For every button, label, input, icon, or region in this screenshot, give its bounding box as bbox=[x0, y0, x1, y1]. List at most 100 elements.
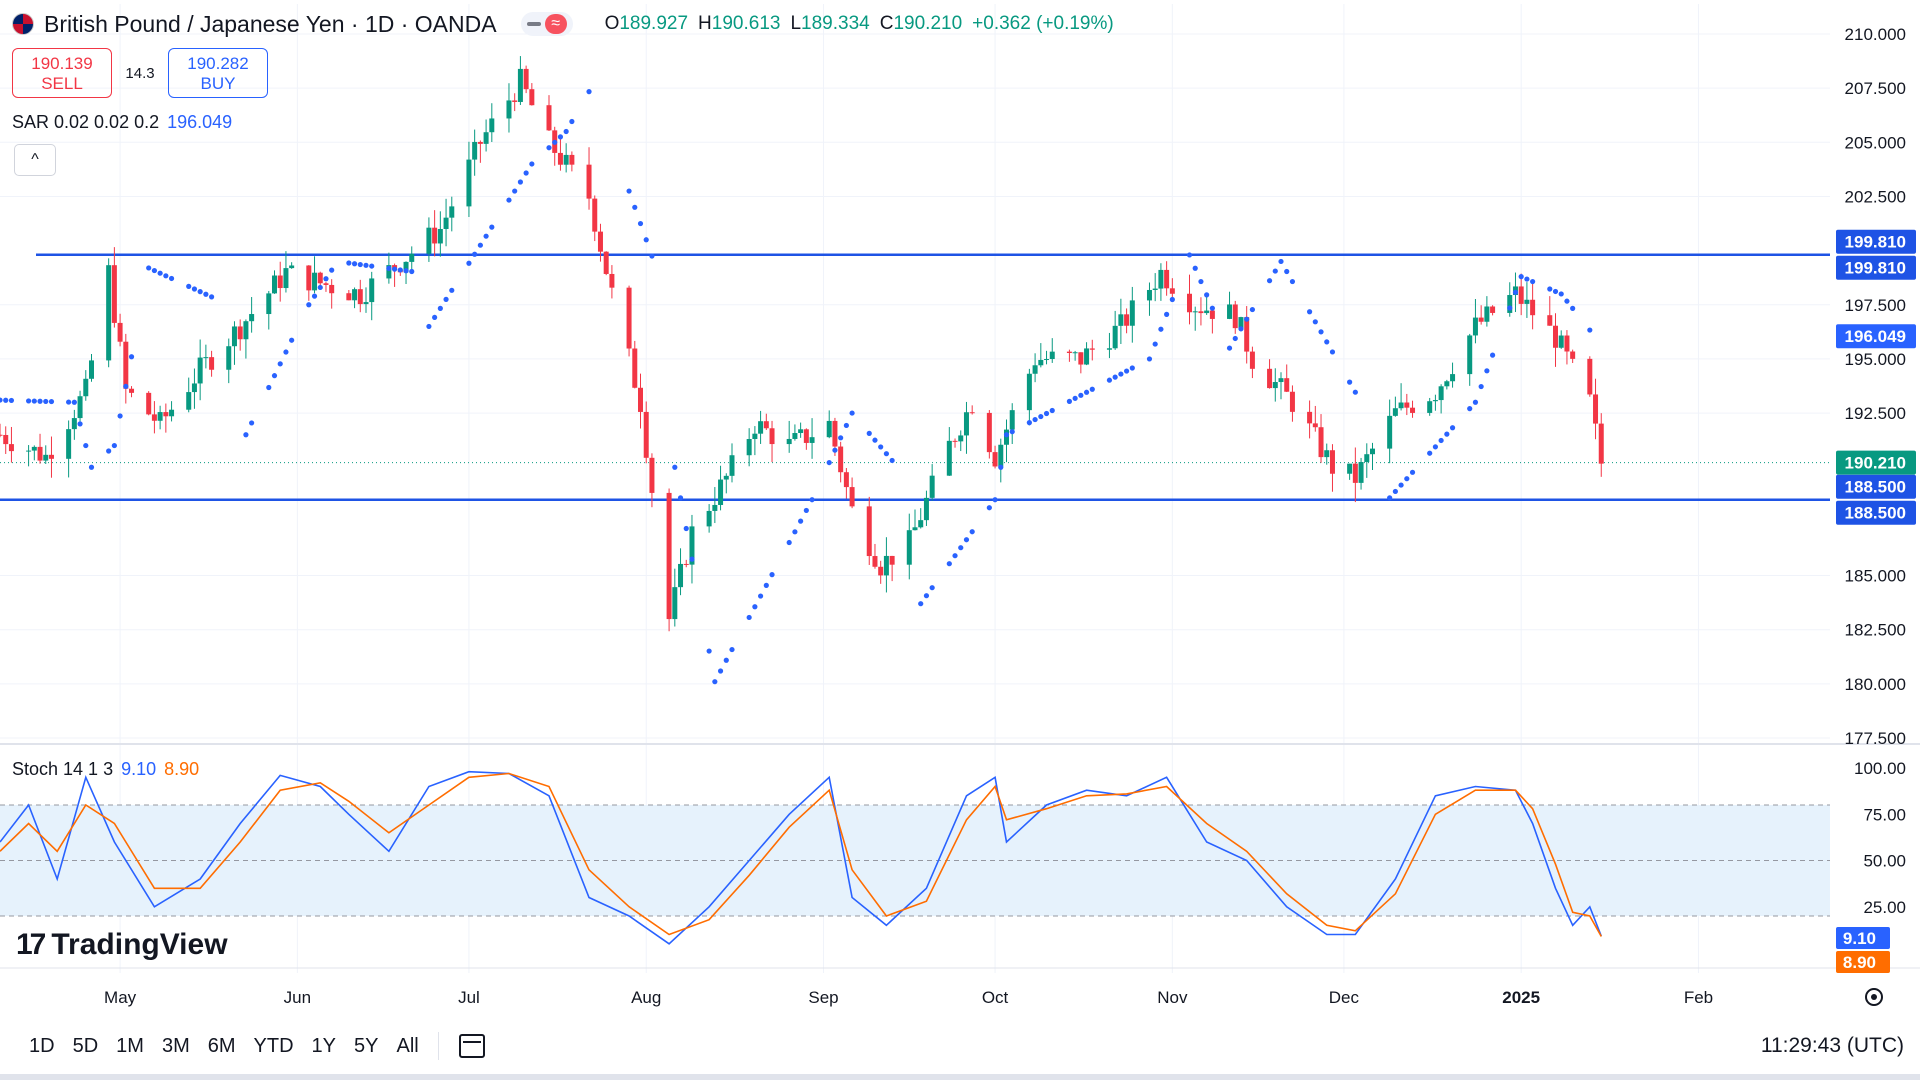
candle-body bbox=[1553, 325, 1558, 348]
tradingview-logo[interactable]: 17 TradingView bbox=[16, 928, 228, 962]
sar-dot bbox=[466, 260, 472, 266]
horizontal-lines[interactable] bbox=[0, 253, 1830, 501]
timeframe-5y-button[interactable]: 5Y bbox=[354, 1034, 379, 1057]
sar-dot bbox=[763, 582, 769, 588]
sar-dot bbox=[271, 373, 278, 379]
sar-legend[interactable]: SAR 0.02 0.02 0.2 196.049 bbox=[12, 112, 232, 133]
candle-body bbox=[83, 378, 89, 397]
candle-body bbox=[517, 68, 523, 102]
sar-dot bbox=[71, 399, 77, 405]
sar-dot bbox=[969, 529, 975, 535]
sar-dot bbox=[1558, 291, 1564, 297]
stoch-d-tag[interactable]: 8.90 bbox=[1843, 953, 1876, 972]
timeframe-1y-button[interactable]: 1Y bbox=[311, 1034, 337, 1057]
sar-dot bbox=[0, 397, 3, 403]
candle bbox=[437, 211, 443, 257]
candle bbox=[552, 126, 558, 166]
sar-dot bbox=[1164, 311, 1170, 317]
candle-body bbox=[1169, 288, 1175, 294]
last-price-tag-bg bbox=[1836, 450, 1916, 475]
candle-body bbox=[803, 429, 809, 443]
candle-body bbox=[151, 414, 157, 421]
sar-dot bbox=[769, 572, 775, 578]
calendar-icon[interactable] bbox=[458, 1034, 485, 1058]
candle bbox=[569, 151, 575, 172]
time-axis-label: Oct bbox=[982, 988, 1009, 1007]
candle bbox=[563, 143, 569, 173]
sar-dot bbox=[546, 145, 552, 151]
symbol-title[interactable]: British Pound / Japanese Yen · 1D · OAND… bbox=[44, 10, 497, 37]
timeframe-6m-button[interactable]: 6M bbox=[207, 1034, 236, 1057]
candle bbox=[1112, 310, 1118, 350]
candle bbox=[163, 403, 169, 433]
utc-clock[interactable]: 11:29:43 (UTC) bbox=[1760, 1034, 1904, 1057]
timeframe-3m-button[interactable]: 3M bbox=[161, 1034, 190, 1057]
candle bbox=[678, 548, 684, 596]
sar-dot bbox=[1049, 407, 1055, 414]
bottom-toolbar: 1D 5D 1M 3M 6M YTD 1Y 5Y All 11:29:43 (U… bbox=[0, 1024, 1920, 1068]
candle-body bbox=[1450, 374, 1456, 382]
candle bbox=[992, 445, 998, 469]
hline-tag-bg bbox=[1836, 229, 1916, 254]
candle-body bbox=[1564, 335, 1570, 352]
hline-value-tag[interactable]: 188.500 bbox=[1845, 478, 1906, 497]
candle-body bbox=[1124, 314, 1130, 326]
candle bbox=[998, 438, 1004, 483]
sar-dot bbox=[1169, 296, 1175, 303]
price-axis[interactable]: 210.000 207.500 205.000 202.500 197.500 195.0… bbox=[1836, 25, 1916, 973]
sar-dot bbox=[409, 268, 415, 275]
sar-dot bbox=[643, 237, 649, 243]
price-axis-label: 182.500 bbox=[1845, 621, 1906, 640]
sar-dot bbox=[1152, 341, 1158, 347]
candle-body bbox=[1044, 359, 1050, 361]
candle-body bbox=[872, 556, 878, 567]
candle-body bbox=[1427, 401, 1433, 413]
candle bbox=[31, 445, 37, 461]
stoch-legend[interactable]: Stoch 14 1 3 9.10 8.90 bbox=[12, 759, 199, 780]
sar-dot bbox=[809, 497, 815, 503]
sar-dot bbox=[689, 556, 695, 562]
candle bbox=[1004, 419, 1009, 463]
candle bbox=[1490, 305, 1496, 316]
last-price-tag[interactable]: 190.210 bbox=[1845, 454, 1906, 473]
hline-value-tag[interactable]: 199.810 bbox=[1845, 259, 1906, 278]
sar-dot bbox=[792, 529, 798, 535]
candle-body bbox=[638, 387, 643, 412]
chart-style-toggle[interactable]: ≈ bbox=[520, 12, 573, 36]
candle bbox=[48, 436, 54, 478]
sar-dot bbox=[1449, 425, 1456, 431]
candle bbox=[77, 390, 83, 422]
time-axis[interactable]: May Jun Jul Aug Sep Oct Nov Dec 2025 Feb bbox=[104, 988, 1883, 1007]
sar-dot bbox=[1278, 258, 1284, 265]
sar-value-tag[interactable]: 196.049 bbox=[1845, 327, 1906, 346]
sar-dot bbox=[168, 275, 175, 282]
collapse-legend-button[interactable]: ^ bbox=[14, 144, 56, 176]
sar-dot bbox=[77, 421, 83, 427]
candle-body bbox=[1547, 315, 1553, 326]
hline-value-tag[interactable]: 188.500 bbox=[1845, 504, 1906, 523]
sell-button[interactable]: 190.139 SELL bbox=[12, 48, 112, 98]
timeframe-1d-button[interactable]: 1D bbox=[29, 1034, 55, 1057]
candle bbox=[969, 405, 975, 415]
sar-dot bbox=[1409, 469, 1416, 475]
hline-value-tag[interactable]: 199.810 bbox=[1845, 233, 1906, 252]
timeframe-all-button[interactable]: All bbox=[396, 1034, 419, 1057]
sar-dot bbox=[1089, 386, 1095, 392]
candle bbox=[1370, 442, 1375, 470]
timeframe-1m-button[interactable]: 1M bbox=[116, 1034, 144, 1057]
sar-dot bbox=[1123, 368, 1130, 374]
candle bbox=[1598, 413, 1604, 477]
sar-dot bbox=[283, 349, 289, 355]
sar-dot bbox=[992, 497, 998, 503]
stoch-d-value: 8.90 bbox=[164, 759, 200, 779]
buy-button[interactable]: 190.282 BUY bbox=[168, 48, 268, 98]
timeframe-5d-button[interactable]: 5D bbox=[72, 1034, 99, 1057]
open-value: 189.927 bbox=[619, 13, 689, 34]
candle-body bbox=[432, 227, 438, 244]
timeframe-ytd-button[interactable]: YTD bbox=[253, 1034, 294, 1057]
candle-body bbox=[306, 265, 312, 291]
candle bbox=[123, 333, 129, 404]
candle bbox=[906, 513, 912, 580]
stoch-k-tag[interactable]: 9.10 bbox=[1843, 929, 1876, 948]
